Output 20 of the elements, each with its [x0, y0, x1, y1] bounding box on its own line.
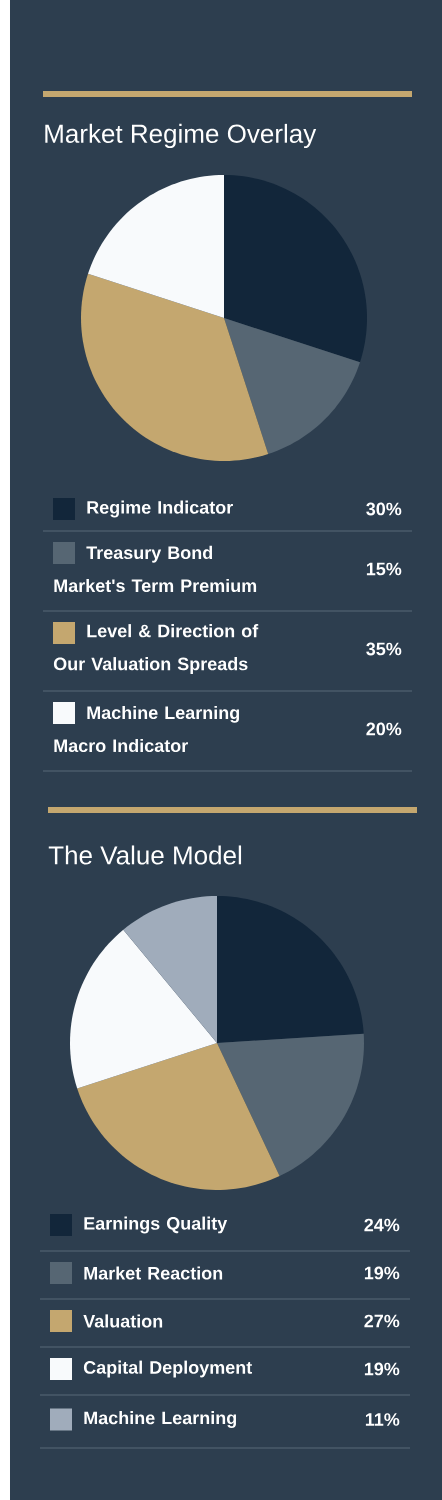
- legend-label: Machine Learning: [84, 1411, 237, 1428]
- data-label: 20%: [366, 722, 402, 736]
- data-label: 30%: [366, 502, 402, 516]
- chart-title: The Value Model: [48, 845, 242, 865]
- legend-label: Capital Deployment: [83, 1360, 252, 1378]
- legend-label: Treasury Bond Market's Term Premium: [54, 545, 257, 593]
- legend-label: Earnings Quality: [84, 1216, 228, 1234]
- data-label: 27%: [364, 1314, 400, 1328]
- data-label: 19%: [364, 1362, 400, 1376]
- legend-label: Regime Indicator: [87, 500, 233, 518]
- chart-title: Market Regime Overlay: [45, 123, 317, 149]
- legend-label: Level & Direction of Our Valuation Spreads: [53, 624, 259, 674]
- data-label: 11%: [365, 1413, 400, 1426]
- data-label: 35%: [366, 642, 402, 656]
- data-label: 24%: [364, 1218, 400, 1232]
- legend-label: Market Reaction: [84, 1266, 223, 1280]
- data-label: 19%: [364, 1266, 400, 1280]
- legend-label: Valuation: [83, 1314, 163, 1328]
- legend-label: Machine Learning Macro Indicator: [54, 705, 240, 753]
- data-label: 15%: [366, 562, 402, 576]
